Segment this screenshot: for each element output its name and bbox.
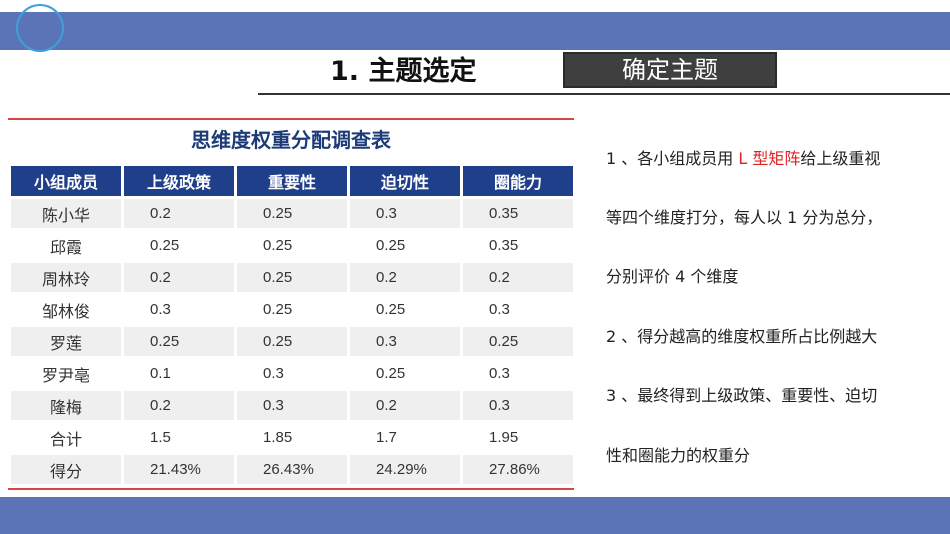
table-header-row: 小组成员 上级政策 重要性 迫切性 圈能力 <box>11 166 573 196</box>
table-cell-value: 0.2 <box>124 263 234 292</box>
note-line-6: 性和圈能力的权重分 <box>606 446 751 465</box>
note-line-1-suffix: 给上级重视 <box>800 149 881 168</box>
column-header-member: 小组成员 <box>11 166 121 196</box>
table-top-rule <box>8 118 574 120</box>
table-row: 邱霞 0.25 0.25 0.25 0.35 <box>11 231 573 260</box>
table-cell-value: 0.3 <box>350 327 460 356</box>
note-line-4: 2 、得分越高的维度权重所占比例越大 <box>606 327 878 346</box>
table-cell-value: 0.25 <box>350 295 460 324</box>
table-row: 得分 21.43% 26.43% 24.29% 27.86% <box>11 455 573 484</box>
table-cell-value: 0.25 <box>350 359 460 388</box>
table-cell-value: 0.1 <box>124 359 234 388</box>
table-cell-value: 0.3 <box>463 391 573 420</box>
column-header-policy: 上级政策 <box>124 166 234 196</box>
table-cell-value: 0.2 <box>124 391 234 420</box>
table-cell-value: 0.25 <box>237 263 347 292</box>
table-cell-value: 27.86% <box>463 455 573 484</box>
table-cell-value: 1.85 <box>237 423 347 452</box>
table-cell-value: 0.35 <box>463 231 573 260</box>
decorative-circle-icon <box>16 4 64 52</box>
table-cell-value: 0.2 <box>350 391 460 420</box>
topic-label-box: 确定主题 <box>563 52 777 88</box>
table-cell-value: 0.25 <box>237 199 347 228</box>
table-cell-value: 0.2 <box>350 263 460 292</box>
column-header-urgency: 迫切性 <box>350 166 460 196</box>
table-row: 周林玲 0.2 0.25 0.2 0.2 <box>11 263 573 292</box>
table-cell-member: 周林玲 <box>11 263 121 292</box>
table-row: 隆梅 0.2 0.3 0.2 0.3 <box>11 391 573 420</box>
table-cell-value: 0.25 <box>237 295 347 324</box>
table-cell-value: 0.3 <box>463 359 573 388</box>
note-line-1: 1 、各小组成员用 L 型矩阵给上级重视 <box>606 148 880 170</box>
table-row: 邹林俊 0.3 0.25 0.25 0.3 <box>11 295 573 324</box>
page-title: 1. 主题选定 <box>330 56 477 87</box>
table-cell-value: 1.5 <box>124 423 234 452</box>
note-line-5: 3 、最终得到上级政策、重要性、迫切 <box>606 386 878 405</box>
table-cell-value: 0.3 <box>237 359 347 388</box>
table-cell-value: 24.29% <box>350 455 460 484</box>
table-cell-value: 0.25 <box>350 231 460 260</box>
note-line-3: 分别评价 4 个维度 <box>606 267 739 286</box>
column-header-capability: 圈能力 <box>463 166 573 196</box>
table-cell-member: 邹林俊 <box>11 295 121 324</box>
table-cell-member: 罗莲 <box>11 327 121 356</box>
table-row: 陈小华 0.2 0.25 0.3 0.35 <box>11 199 573 228</box>
table-cell-member: 合计 <box>11 423 121 452</box>
table-cell-value: 21.43% <box>124 455 234 484</box>
table-cell-value: 0.25 <box>463 327 573 356</box>
table-row: 合计 1.5 1.85 1.7 1.95 <box>11 423 573 452</box>
table-row: 罗尹亳 0.1 0.3 0.25 0.3 <box>11 359 573 388</box>
table-cell-value: 0.25 <box>124 327 234 356</box>
table-title: 思维度权重分配调查表 <box>191 128 391 152</box>
table-cell-value: 0.2 <box>124 199 234 228</box>
table-cell-value: 0.25 <box>124 231 234 260</box>
table-bottom-rule <box>8 488 574 490</box>
table-cell-member: 邱霞 <box>11 231 121 260</box>
table-row: 罗莲 0.25 0.25 0.3 0.25 <box>11 327 573 356</box>
weight-table: 小组成员 上级政策 重要性 迫切性 圈能力 陈小华 0.2 0.25 0.3 0.35 邱… <box>8 163 576 487</box>
table-cell-member: 陈小华 <box>11 199 121 228</box>
table-cell-value: 0.35 <box>463 199 573 228</box>
table-cell-value: 0.3 <box>237 391 347 420</box>
table-cell-value: 0.3 <box>124 295 234 324</box>
table-cell-value: 0.25 <box>237 231 347 260</box>
table-cell-value: 0.25 <box>237 327 347 356</box>
table-cell-value: 1.95 <box>463 423 573 452</box>
table-cell-member: 得分 <box>11 455 121 484</box>
title-divider <box>258 93 950 95</box>
column-header-importance: 重要性 <box>237 166 347 196</box>
table-cell-value: 0.3 <box>463 295 573 324</box>
table-cell-value: 1.7 <box>350 423 460 452</box>
top-banner <box>0 12 950 50</box>
note-line-1-prefix: 1 、各小组成员用 <box>606 149 739 168</box>
table-cell-value: 0.2 <box>463 263 573 292</box>
table-cell-member: 隆梅 <box>11 391 121 420</box>
table-cell-member: 罗尹亳 <box>11 359 121 388</box>
bottom-banner <box>0 497 950 534</box>
table-cell-value: 0.3 <box>350 199 460 228</box>
table-cell-value: 26.43% <box>237 455 347 484</box>
note-highlight-matrix: L 型矩阵 <box>738 149 801 168</box>
note-line-2: 等四个维度打分，每人以 1 分为总分， <box>606 208 883 227</box>
